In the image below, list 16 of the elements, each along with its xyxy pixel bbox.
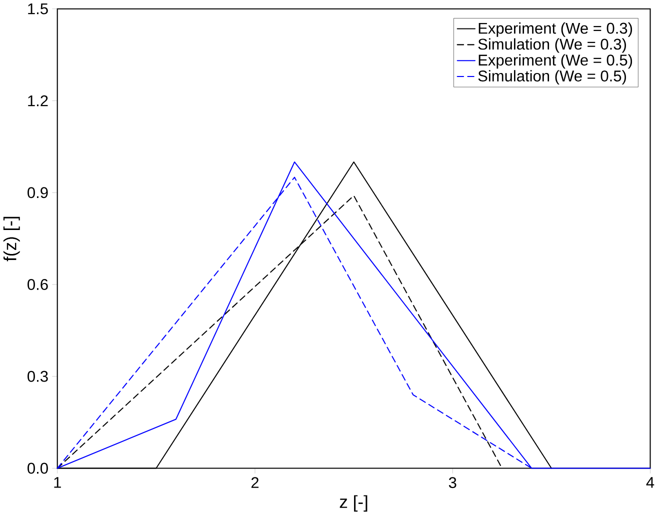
y-tick-label: 0.6: [28, 278, 48, 290]
y-axis-title: f(z) [-]: [3, 216, 20, 262]
legend-label: Experiment (We = 0.3): [478, 22, 632, 37]
x-axis-title: z [-]: [340, 495, 368, 512]
legend-label: Simulation (We = 0.3): [478, 38, 626, 53]
y-tick-label: 1.2: [28, 95, 48, 106]
x-tick-label: 2: [251, 477, 259, 488]
y-tick-label: 0.9: [28, 187, 48, 198]
legend-label: Experiment (We = 0.5): [478, 54, 632, 69]
x-tick-label: 3: [448, 477, 456, 488]
y-tick-label: 0.3: [28, 370, 48, 382]
y-tick-label: 0.0: [28, 462, 48, 474]
x-tick-label: 1: [54, 477, 61, 488]
x-tick-label: 4: [646, 477, 654, 488]
y-tick-label: 1.5: [28, 3, 48, 14]
legend-label: Simulation (We = 0.5): [478, 70, 626, 85]
